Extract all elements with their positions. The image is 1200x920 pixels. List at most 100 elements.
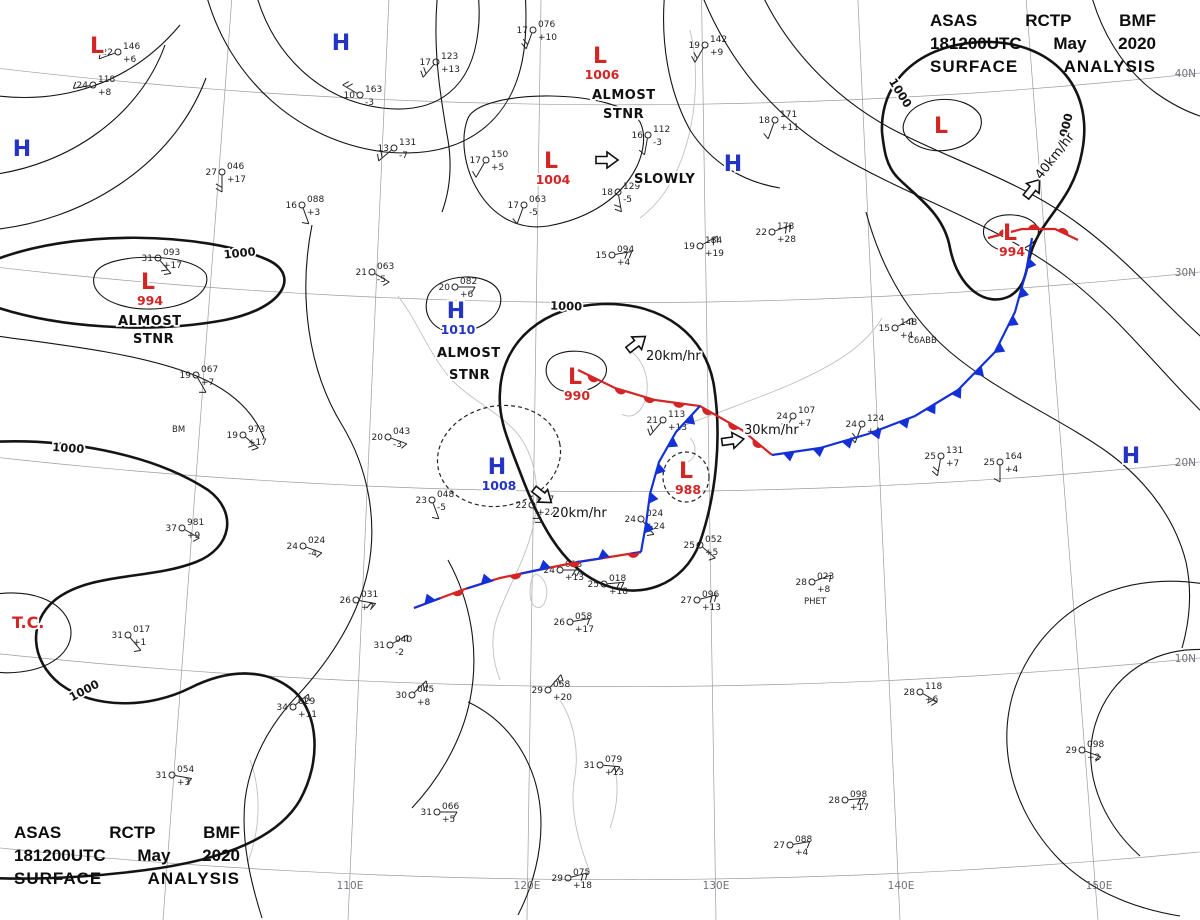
- wind-barb-shaft: [702, 546, 716, 559]
- latitude-line: [0, 68, 1200, 106]
- station-temp: 29: [552, 874, 564, 884]
- station-circle: [408, 691, 416, 699]
- high-pressure-symbol: H: [1122, 444, 1140, 469]
- station-circle: [124, 631, 132, 639]
- coastline: [621, 351, 648, 417]
- cold-front-marker: [539, 559, 551, 570]
- station-temp: 20: [372, 433, 384, 443]
- station-temp: 31: [112, 631, 123, 641]
- latitude-line: [0, 653, 1200, 687]
- isobar: [207, 0, 527, 154]
- wind-barb-tick: [781, 423, 786, 430]
- station-temp: 19: [689, 41, 701, 51]
- station-temp: 19: [684, 242, 696, 252]
- station-circle: [384, 433, 392, 441]
- wind-barb-shaft: [854, 427, 862, 443]
- station-tendency: +17: [575, 625, 594, 635]
- station-plot: 27 046 +17: [206, 162, 246, 193]
- longitude-label: 150E: [1086, 880, 1113, 892]
- warm-front-marker: [752, 439, 763, 449]
- wind-barb-tick: [512, 218, 518, 225]
- isobar-1000: [880, 40, 1086, 301]
- station-pressure: 048: [437, 490, 454, 500]
- wind-barb-shaft: [302, 208, 310, 224]
- wind-barb-tick: [560, 674, 564, 682]
- latitude-label: 30N: [1175, 267, 1196, 279]
- station-temp: 28: [829, 796, 841, 806]
- wind-barb-tick: [422, 683, 426, 691]
- wind-barb-tick: [160, 269, 169, 272]
- station-pressure: 096: [702, 590, 719, 600]
- wind-barb-shaft: [782, 418, 792, 434]
- station-tendency: +5: [705, 548, 718, 558]
- wind-barb-tick: [789, 225, 792, 233]
- low-pressure-symbol: L: [90, 34, 104, 59]
- wind-barb-tick: [638, 149, 645, 156]
- wind-barb-tick: [713, 594, 717, 602]
- cold-front-marker: [841, 438, 854, 449]
- station-plot: 24 118 +8: [72, 75, 115, 98]
- motion-arrows: [530, 150, 1041, 504]
- station-circle: [482, 156, 490, 164]
- wind-barb-tick: [215, 183, 223, 188]
- station-circle: [89, 81, 97, 89]
- station-plot: 29 058 +20: [532, 674, 572, 703]
- station-pressure: 054: [177, 765, 194, 775]
- station-pressure: 148: [900, 318, 917, 328]
- station-circle: [786, 841, 794, 849]
- cold-front-marker: [951, 387, 962, 399]
- station-plot: 26 031 +7: [340, 590, 379, 613]
- station-plots: 17076+1017123+1322146+610163-324118+8191…: [72, 20, 1105, 891]
- station-tendency: +8: [817, 585, 831, 595]
- wind-barb-tick: [382, 281, 390, 286]
- station-circle: [352, 596, 360, 604]
- station-plot: 17 150 +5: [470, 150, 508, 178]
- wind-barb-tick: [342, 81, 350, 86]
- station-plot: 31 017 +1: [112, 625, 150, 652]
- wind-barb-tick: [861, 798, 866, 805]
- station-temp: 18: [759, 116, 771, 126]
- wind-barb-shaft: [848, 797, 865, 801]
- station-pressure: 098: [850, 790, 867, 800]
- station-tendency: +11: [298, 710, 317, 720]
- station-pressure: 017: [133, 625, 150, 635]
- wind-barb-shaft: [937, 459, 941, 476]
- station-tendency: +7: [946, 459, 959, 469]
- station-plot: 22 146 +6: [98, 42, 140, 65]
- station-temp: 15: [596, 251, 607, 261]
- station-temp: 29: [1066, 746, 1078, 756]
- product-name: SURFACE ANALYSIS: [930, 56, 1156, 76]
- isobar: [467, 701, 542, 916]
- station-plot: 19 142 +9: [689, 35, 727, 63]
- station-plot: 31 093 +17: [142, 248, 182, 275]
- wind-barb-tick: [425, 680, 429, 688]
- station-circle: [614, 188, 622, 196]
- station-temp: 21: [647, 416, 658, 426]
- station-tendency: -5: [377, 275, 386, 285]
- wind-barb-tick: [370, 603, 377, 610]
- station-plot: 29 098 +2: [1066, 740, 1105, 763]
- station-pressure: 088: [307, 195, 324, 205]
- station-tendency: +9: [187, 531, 201, 541]
- product-datetime: 181200UTC May 2020: [930, 33, 1156, 53]
- wind-barb-shaft: [533, 507, 543, 523]
- station-circle: [556, 566, 564, 574]
- wind-barb-shaft: [422, 64, 435, 78]
- station-tendency: +6: [123, 55, 137, 65]
- station-plot: 31 066 +5: [421, 802, 460, 825]
- station-tendency: +7: [201, 378, 214, 388]
- isobar: [411, 559, 475, 809]
- wind-barb-shaft: [815, 574, 831, 582]
- movement-note: STNR: [133, 332, 174, 347]
- wind-barb-tick: [993, 478, 1001, 483]
- fronts: [413, 224, 1079, 610]
- station-pressure: 082: [460, 277, 477, 287]
- low-pressure-symbol: L: [141, 270, 155, 295]
- station-temp: 24: [625, 515, 637, 525]
- station-tendency: +20: [553, 693, 572, 703]
- station-circle: [114, 48, 122, 56]
- cold-front-marker: [898, 418, 910, 429]
- station-plot: 25 052 +5: [684, 535, 722, 561]
- wind-barb-shaft: [793, 841, 810, 845]
- station-temp: 34: [277, 703, 289, 713]
